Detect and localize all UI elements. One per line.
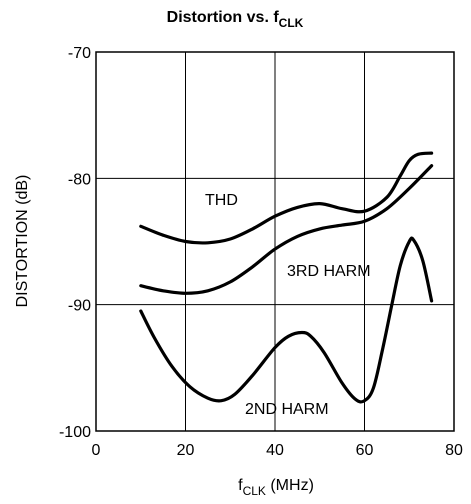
label-3rd-harm: 3RD HARM bbox=[287, 263, 371, 280]
x-tick-label: 20 bbox=[177, 442, 195, 459]
series-layer bbox=[139, 151, 434, 404]
x-tick-label: 80 bbox=[445, 442, 463, 459]
plot-frame bbox=[95, 51, 455, 432]
series-line-2nd-harm bbox=[139, 236, 434, 404]
x-tick-label: 40 bbox=[266, 442, 284, 459]
y-tick-label: -90 bbox=[68, 298, 91, 315]
label-2nd-harm: 2ND HARM bbox=[245, 401, 329, 418]
series-line-thd bbox=[139, 151, 434, 245]
grid-lines bbox=[95, 51, 455, 432]
tick-labels: 0 20 40 60 80 -70 -80 -90 -100 bbox=[59, 45, 463, 459]
y-tick-label: -100 bbox=[59, 424, 91, 441]
series-line-3rd-harm bbox=[139, 164, 434, 295]
x-tick-label: 60 bbox=[356, 442, 374, 459]
x-axis-label: fCLK (MHz) bbox=[238, 477, 314, 498]
x-tick-label: 0 bbox=[92, 442, 101, 459]
y-tick-label: -80 bbox=[68, 171, 91, 188]
y-axis-label: DISTORTION (dB) bbox=[14, 175, 31, 308]
chart-title: Distortion vs. fCLK bbox=[167, 9, 304, 30]
y-tick-label: -70 bbox=[68, 45, 91, 62]
label-thd: THD bbox=[205, 192, 238, 209]
